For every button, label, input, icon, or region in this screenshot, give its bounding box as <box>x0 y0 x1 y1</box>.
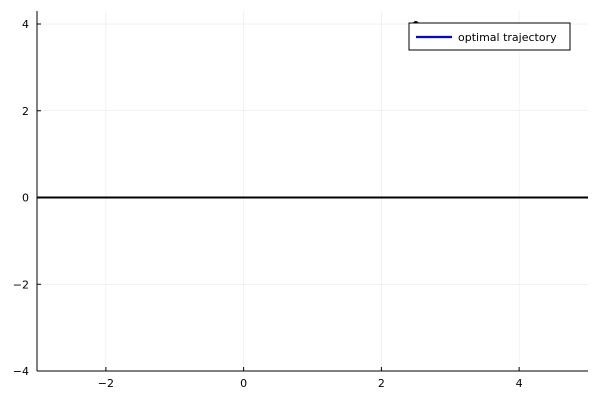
y-tick-label: 2 <box>22 105 29 118</box>
y-tick-label: 4 <box>22 18 29 31</box>
legend: optimal trajectory <box>408 22 571 51</box>
x-tick-label: −2 <box>98 377 114 390</box>
y-tick-label: −4 <box>13 365 29 378</box>
y-tick-label: −2 <box>13 278 29 291</box>
y-tick-label: 0 <box>22 192 29 205</box>
x-tick-label: 2 <box>378 377 385 390</box>
grid <box>37 11 588 372</box>
x-tick-label: 4 <box>516 377 523 390</box>
x-tick-label: 0 <box>240 377 247 390</box>
axes <box>36 11 588 372</box>
legend-label: optimal trajectory <box>458 31 557 44</box>
tick-labels: −2 0 2 4 −4 −2 0 2 4 <box>13 18 523 390</box>
